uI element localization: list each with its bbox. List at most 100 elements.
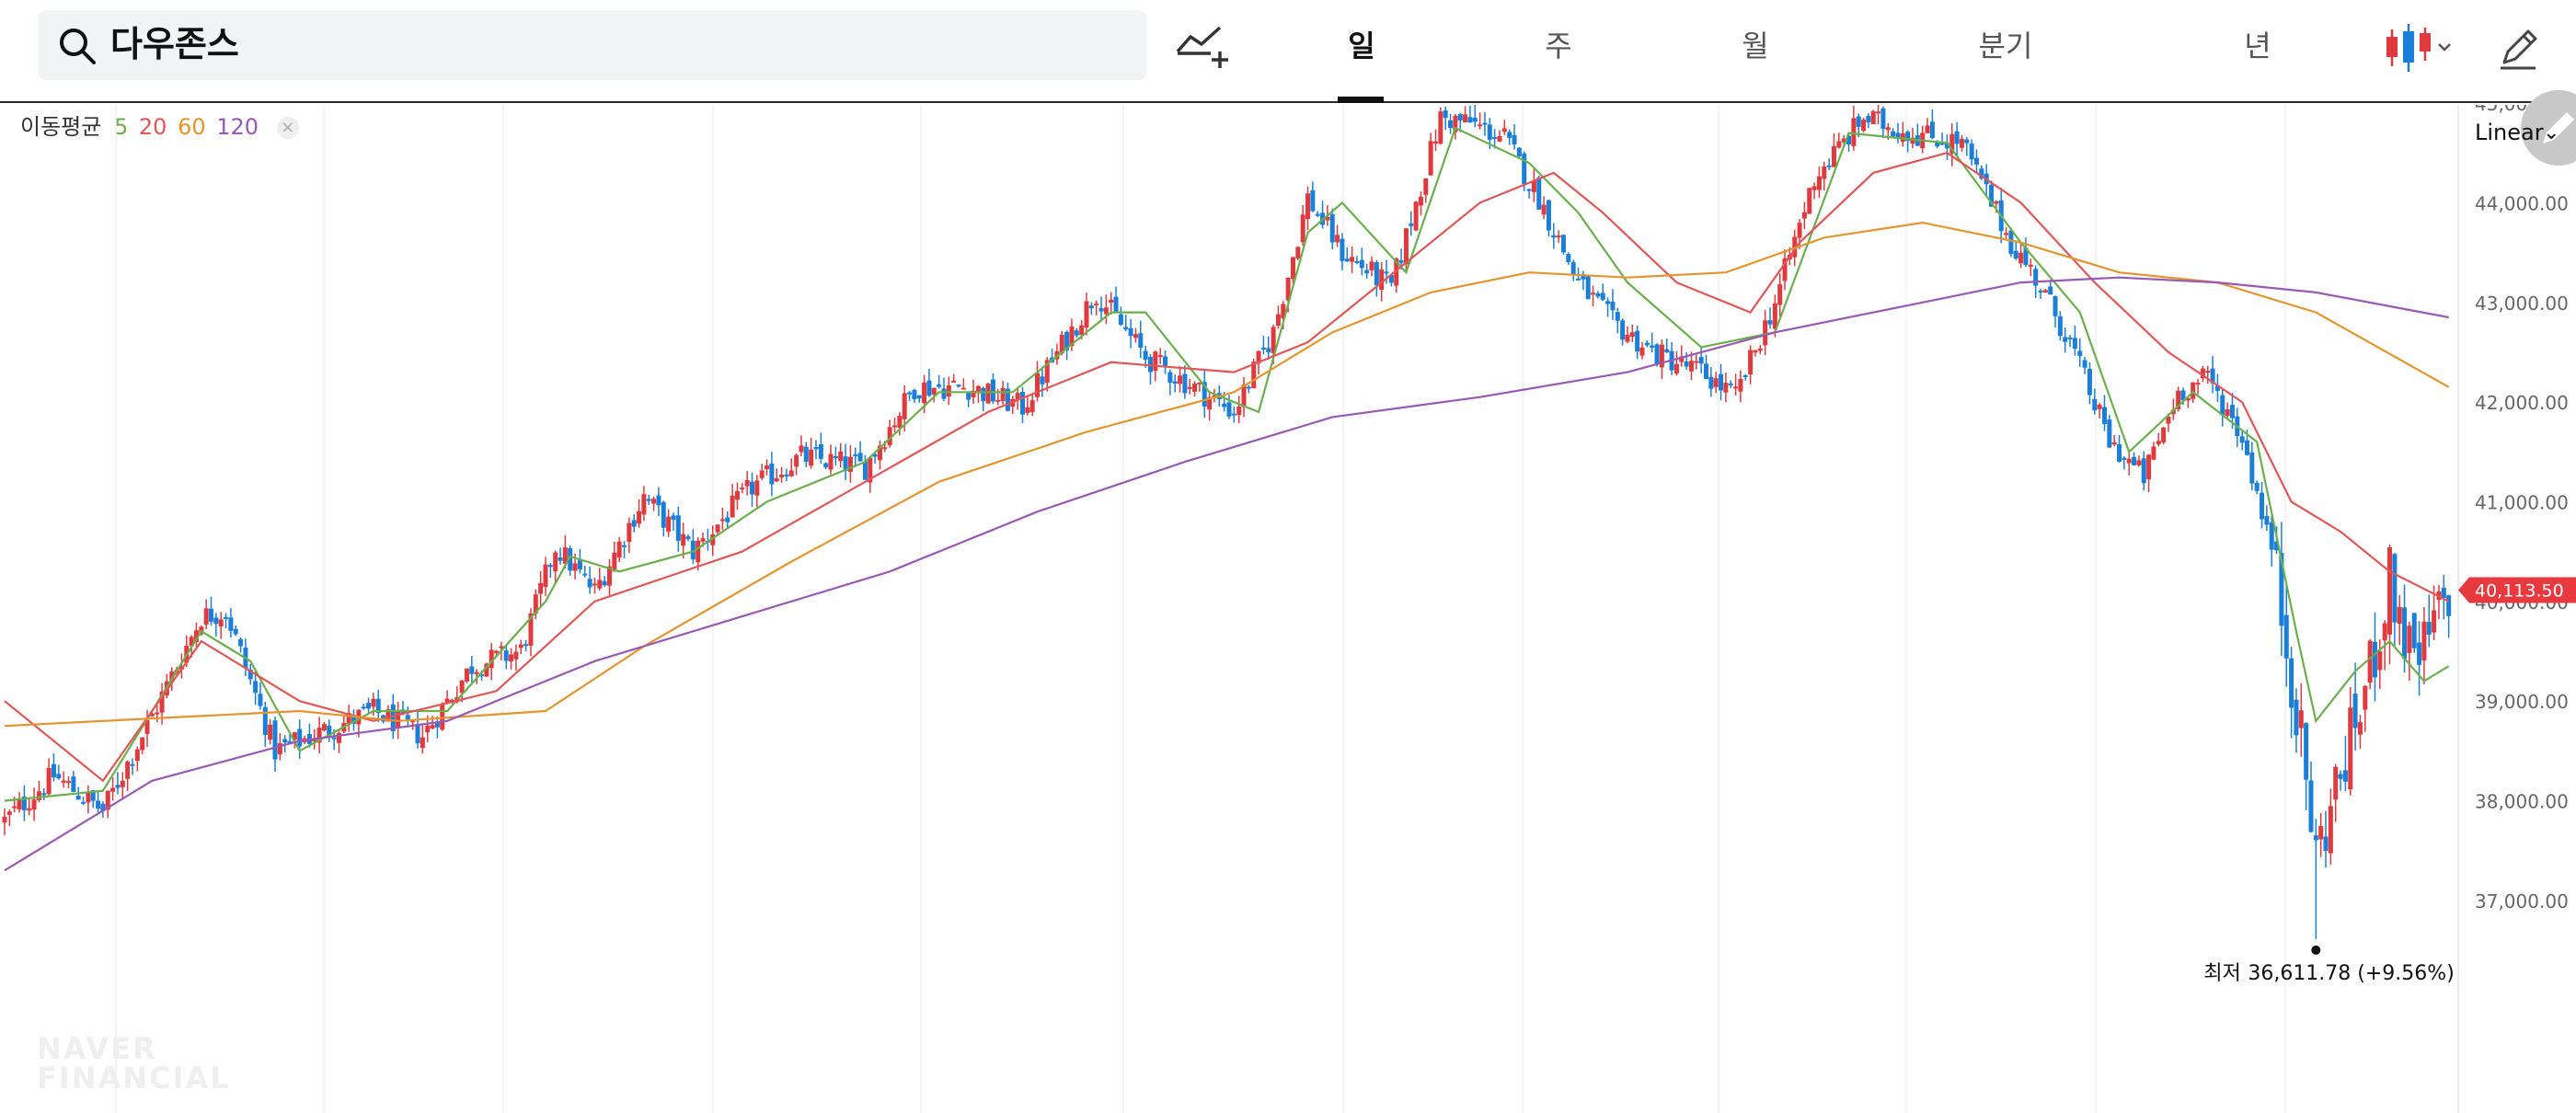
candle — [1088, 302, 1094, 316]
tab-quarter[interactable]: 분기 — [1978, 29, 2033, 63]
candle — [1300, 204, 1305, 247]
candle — [86, 785, 91, 814]
close-icon[interactable]: × — [276, 117, 299, 139]
tab-month[interactable]: 월 — [1742, 29, 1769, 63]
candle — [1364, 263, 1370, 279]
candle — [862, 454, 868, 481]
candle — [96, 792, 101, 813]
candle — [375, 689, 381, 722]
candle — [872, 453, 878, 464]
candle — [523, 639, 529, 652]
candle — [484, 662, 489, 678]
candle — [1413, 201, 1419, 232]
candle — [1275, 305, 1281, 329]
candle — [341, 715, 347, 734]
candle — [65, 775, 71, 788]
candle — [1595, 291, 1601, 299]
candle — [877, 440, 882, 470]
candle — [847, 444, 853, 483]
candle — [1315, 211, 1320, 217]
candle — [1664, 338, 1670, 353]
candle — [587, 566, 592, 594]
candle — [1409, 211, 1414, 236]
candle — [110, 777, 116, 801]
candlestick-chart[interactable]: 45,000.00 44,000.00 43,000.00 42,000.00 41,0… — [0, 105, 2576, 1113]
candle — [1025, 396, 1030, 416]
candle — [794, 453, 799, 476]
candle — [696, 536, 701, 571]
candle — [385, 705, 391, 722]
candle — [316, 717, 322, 753]
tab-year[interactable]: 년 — [2244, 29, 2271, 63]
candle — [2220, 387, 2225, 427]
candle — [1147, 353, 1153, 385]
candle — [951, 373, 957, 383]
candle — [130, 758, 135, 775]
candle — [1605, 297, 1611, 317]
candle — [2294, 688, 2299, 753]
candle — [2156, 432, 2161, 447]
drawing-tool-button[interactable] — [2521, 90, 2576, 166]
chevron-down-icon[interactable]: ⌄ — [2543, 121, 2560, 144]
candle — [1585, 274, 1591, 300]
candle — [1388, 273, 1394, 287]
candle — [1851, 106, 1857, 151]
candle — [1949, 123, 1955, 166]
candle — [2185, 397, 2191, 408]
candle — [1457, 113, 1463, 132]
candle — [823, 462, 829, 470]
candle — [2210, 355, 2215, 394]
active-tab-indicator — [1338, 97, 1384, 103]
candle — [2283, 582, 2289, 687]
pencil-icon[interactable] — [2495, 22, 2541, 74]
candle — [1905, 130, 1911, 153]
candle — [2200, 365, 2205, 383]
candle — [1742, 373, 1748, 381]
chart-indicator-add-icon[interactable] — [1174, 20, 1231, 72]
candle — [641, 486, 647, 522]
candle — [1964, 137, 1970, 156]
candle — [2107, 415, 2112, 449]
scale-toggle[interactable]: Linear — [2475, 120, 2544, 145]
candle — [469, 655, 475, 683]
candle — [81, 796, 86, 806]
candle — [779, 466, 785, 483]
tab-week[interactable]: 주 — [1545, 29, 1572, 63]
candle — [2067, 335, 2073, 348]
candles — [2, 105, 2452, 939]
candle — [1831, 133, 1836, 167]
candle — [892, 418, 898, 433]
candle — [2072, 325, 2077, 356]
candle — [346, 705, 351, 732]
candle — [2367, 638, 2373, 690]
candle — [1546, 200, 1551, 237]
candle — [238, 637, 244, 653]
candle — [1541, 196, 1547, 220]
candle — [2225, 402, 2230, 419]
candle — [336, 729, 341, 753]
candle — [71, 771, 76, 793]
candle — [366, 697, 372, 716]
candle — [1900, 121, 1905, 147]
candle — [120, 772, 125, 798]
candle — [268, 718, 273, 745]
candle — [941, 377, 947, 402]
candle — [1453, 113, 1458, 140]
tab-day[interactable]: 일 — [1348, 29, 1375, 63]
candle — [31, 787, 37, 821]
candle — [2313, 819, 2318, 939]
candle — [1069, 318, 1075, 351]
candle — [637, 499, 642, 528]
search-box[interactable]: 다우존스 — [39, 10, 1146, 80]
ma-line-60 — [4, 221, 2450, 728]
candle — [2013, 240, 2018, 260]
candle — [656, 487, 661, 517]
candle — [1733, 373, 1739, 396]
candle — [1192, 381, 1198, 397]
candle — [1639, 341, 1645, 360]
candle — [843, 443, 848, 481]
candle — [213, 613, 219, 637]
candlestick-chart-icon[interactable] — [2381, 20, 2455, 75]
candle — [2342, 735, 2348, 791]
candle — [1133, 327, 1138, 343]
